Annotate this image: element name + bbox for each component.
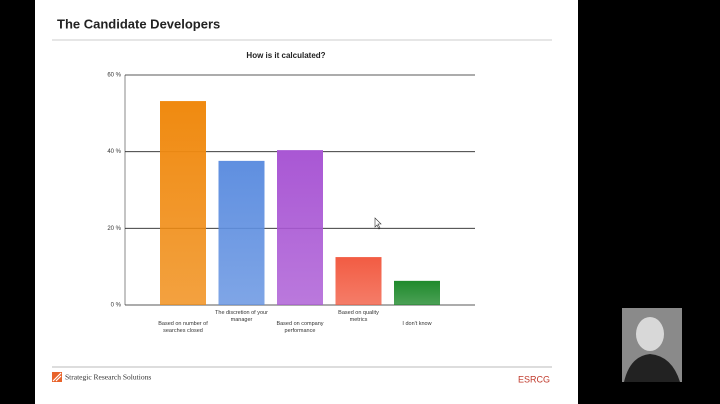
cursor: [374, 217, 382, 230]
footer-company: Strategic Research Solutions: [65, 373, 151, 382]
y-tick-label: 60 %: [107, 73, 121, 79]
x-tick-label: I don't know: [402, 321, 432, 327]
bar: [335, 257, 382, 305]
bar: [277, 150, 323, 305]
x-tick-label: Based on company performance: [276, 321, 324, 334]
chart-title: How is it calculated?: [246, 51, 325, 60]
y-tick-label: 20 %: [107, 226, 121, 232]
y-tick-label: 40 %: [107, 149, 121, 155]
y-tick-label: 0 %: [111, 303, 122, 309]
x-tick-label: The discretion of your manager: [215, 310, 268, 323]
speaker-face: [636, 317, 664, 351]
footer-brand: ESRCG: [518, 374, 550, 384]
speaker-suit: [624, 354, 680, 382]
bar: [160, 101, 206, 305]
bar: [218, 160, 265, 305]
bar: [394, 280, 440, 305]
slide-title: The Candidate Developers: [57, 16, 220, 31]
x-tick-label: Based on number of searches closed: [158, 321, 208, 334]
logo-stripes: [52, 372, 62, 382]
x-tick-label: Based on quality metrics: [338, 310, 379, 323]
